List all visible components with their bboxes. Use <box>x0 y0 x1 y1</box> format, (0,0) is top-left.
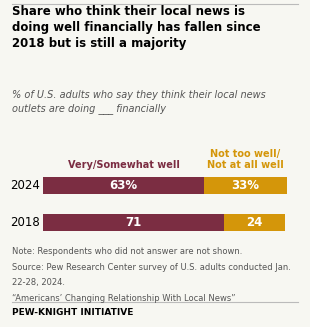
Text: 2018: 2018 <box>10 216 40 229</box>
Bar <box>43 214 224 231</box>
Text: 71: 71 <box>126 216 142 229</box>
Bar <box>224 214 285 231</box>
Text: 2024: 2024 <box>10 179 40 192</box>
Text: Not too well/
Not at all well: Not too well/ Not at all well <box>207 148 284 170</box>
Text: 33%: 33% <box>232 179 259 192</box>
Text: Very/Somewhat well: Very/Somewhat well <box>68 160 179 170</box>
Bar <box>43 177 204 194</box>
Text: Source: Pew Research Center survey of U.S. adults conducted Jan.: Source: Pew Research Center survey of U.… <box>12 263 291 272</box>
Text: “Americans’ Changing Relationship With Local News”: “Americans’ Changing Relationship With L… <box>12 294 236 303</box>
Text: PEW-KNIGHT INITIATIVE: PEW-KNIGHT INITIATIVE <box>12 308 134 317</box>
Text: Share who think their local news is
doing well financially has fallen since
2018: Share who think their local news is doin… <box>12 5 261 50</box>
Text: Note: Respondents who did not answer are not shown.: Note: Respondents who did not answer are… <box>12 247 243 256</box>
Bar <box>204 177 287 194</box>
Text: % of U.S. adults who say they think their local news
outlets are doing ___ finan: % of U.S. adults who say they think thei… <box>12 90 266 113</box>
Text: 24: 24 <box>246 216 263 229</box>
Text: 63%: 63% <box>109 179 138 192</box>
Text: 22-28, 2024.: 22-28, 2024. <box>12 278 65 287</box>
